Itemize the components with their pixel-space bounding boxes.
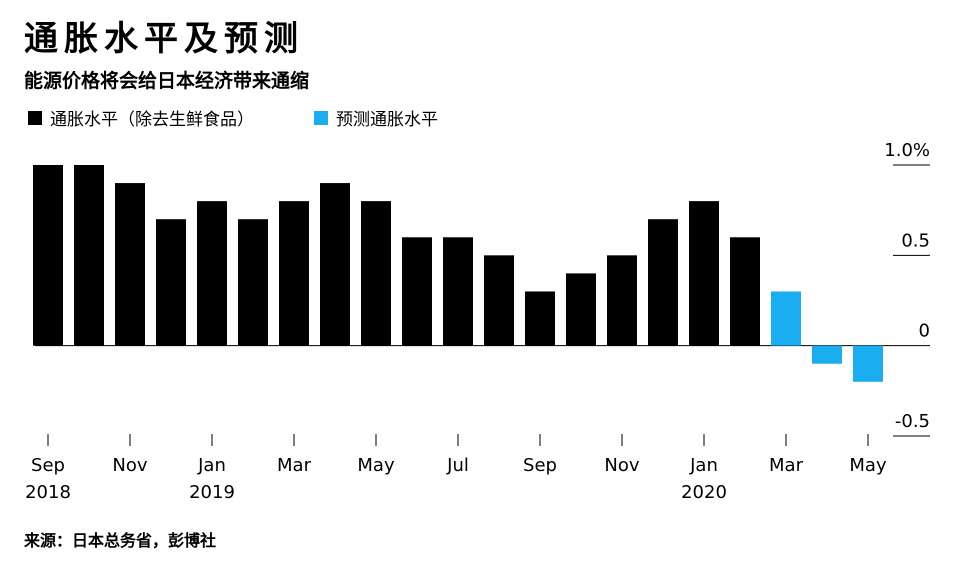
x-tick-label: May <box>849 455 887 476</box>
bar <box>320 183 350 346</box>
bar <box>648 219 678 346</box>
bar <box>115 183 145 346</box>
bar <box>156 219 186 346</box>
y-tick-label: 1.0% <box>884 140 930 161</box>
legend-swatch <box>28 111 42 125</box>
x-tick-label: Jul <box>446 455 469 476</box>
bar <box>607 255 637 346</box>
bar <box>279 201 309 346</box>
bar <box>853 345 883 382</box>
x-tick-label: Nov <box>112 455 147 476</box>
bar <box>443 237 473 346</box>
legend-swatch <box>314 111 328 125</box>
bar <box>525 291 555 346</box>
x-tick-label: Jan 2020 <box>681 455 727 503</box>
y-tick-label: -0.5 <box>895 411 930 432</box>
x-tick-label: Mar <box>769 455 804 476</box>
x-tick-label: May <box>357 455 395 476</box>
bar <box>566 273 596 346</box>
bar <box>771 291 801 346</box>
bar <box>361 201 391 346</box>
bar <box>812 345 842 364</box>
bar <box>74 165 104 346</box>
bar <box>730 237 760 346</box>
legend-label: 通胀水平（除去生鲜食品） <box>50 110 254 130</box>
legend-label: 预测通胀水平 <box>336 110 438 130</box>
bar <box>197 201 227 346</box>
y-tick-label: 0.5 <box>901 230 930 251</box>
chart-subtitle: 能源价格将会给日本经济带来通缩 <box>24 69 309 92</box>
chart-title: 通胀水平及预测 <box>24 19 304 59</box>
bar <box>238 219 268 346</box>
bar <box>402 237 432 346</box>
y-tick-label: 0 <box>919 321 930 342</box>
x-tick-label: Sep <box>523 455 557 476</box>
bar <box>484 255 514 346</box>
bar <box>689 201 719 346</box>
x-tick-label: Sep 2018 <box>25 455 71 503</box>
bar <box>33 165 63 346</box>
source: 来源：日本总务省，彭博社 <box>23 531 216 550</box>
x-tick-label: Jan 2019 <box>189 455 235 503</box>
x-tick-label: Nov <box>604 455 639 476</box>
x-tick-label: Mar <box>277 455 312 476</box>
